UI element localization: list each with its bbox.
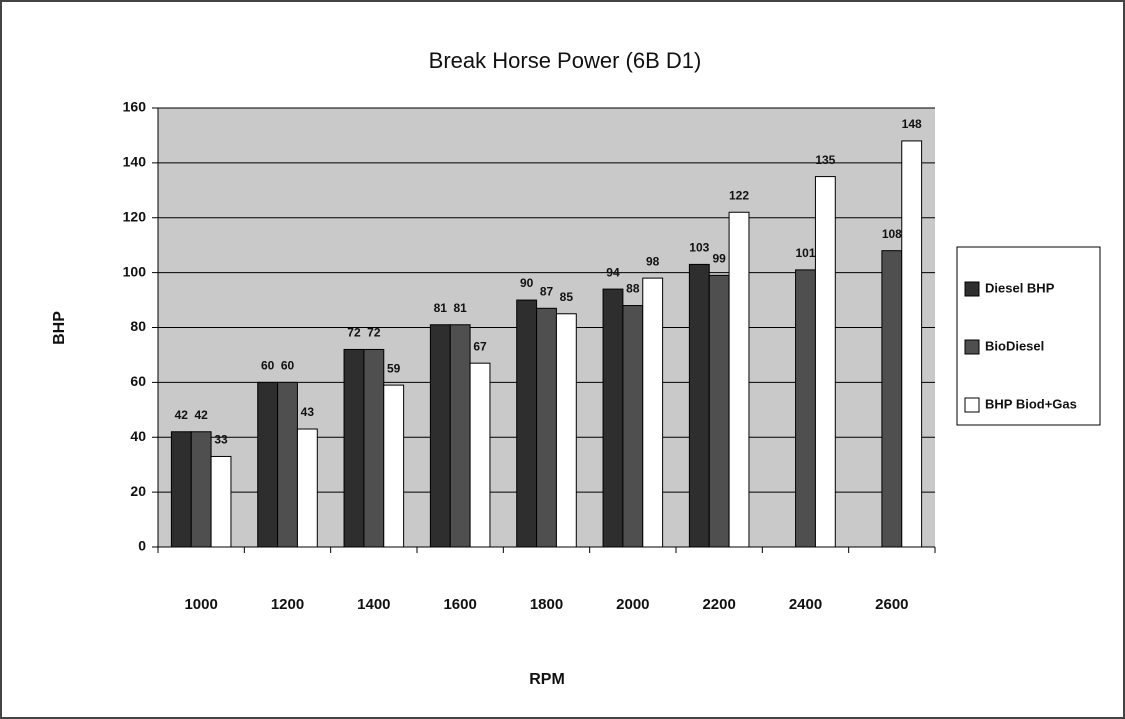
data-label: 94 [606, 265, 620, 279]
data-label: 88 [626, 282, 640, 296]
bar [602, 288, 624, 548]
bar [688, 263, 710, 548]
bar [814, 176, 836, 548]
bar [383, 384, 405, 548]
bar [190, 431, 212, 548]
y-tick-label: 120 [123, 208, 147, 224]
bar [363, 348, 385, 548]
legend-swatch [964, 339, 980, 355]
data-label: 108 [882, 227, 902, 241]
legend-label: BioDiesel [985, 338, 1044, 353]
x-tick-label: 1200 [271, 596, 304, 613]
x-tick-label: 2000 [616, 596, 649, 613]
data-label: 81 [434, 301, 448, 315]
data-label: 42 [175, 408, 189, 422]
bar [708, 274, 730, 548]
bar [343, 348, 365, 548]
data-label: 59 [387, 361, 401, 375]
data-label: 33 [214, 433, 228, 447]
bar [449, 324, 471, 548]
x-tick-label: 1600 [443, 596, 476, 613]
data-label: 81 [453, 301, 467, 315]
data-label: 148 [902, 117, 922, 131]
data-label: 85 [560, 290, 574, 304]
bar [296, 428, 318, 548]
data-label: 90 [520, 276, 534, 290]
data-label: 60 [281, 359, 295, 373]
data-label: 103 [689, 241, 709, 255]
bar [795, 269, 816, 548]
legend-swatch [964, 281, 980, 297]
x-tick-label: 2600 [875, 596, 908, 613]
bar [516, 299, 538, 548]
x-tick-label: 2400 [789, 596, 822, 613]
y-tick-label: 60 [130, 373, 146, 389]
bar [728, 211, 750, 548]
bar [429, 324, 451, 548]
bar [622, 305, 644, 548]
bar [901, 140, 923, 548]
y-tick-label: 140 [123, 154, 147, 170]
data-label: 122 [729, 188, 749, 202]
data-label: 99 [712, 252, 726, 266]
bar [170, 431, 192, 548]
y-tick-label: 100 [123, 263, 147, 279]
bar [257, 381, 279, 548]
legend-swatch [964, 397, 980, 413]
bar [210, 455, 232, 548]
legend [956, 246, 1101, 426]
bar [536, 307, 557, 548]
x-axis-label: RPM [529, 671, 565, 688]
data-label: 67 [473, 339, 487, 353]
y-tick-label: 20 [130, 483, 146, 499]
data-label: 43 [301, 405, 315, 419]
chart-title: Break Horse Power (6B D1) [429, 48, 702, 73]
data-label: 98 [646, 254, 660, 268]
y-tick-label: 160 [123, 99, 147, 115]
data-label: 101 [795, 246, 815, 260]
bar [555, 313, 577, 548]
bar [469, 362, 491, 548]
data-label: 87 [540, 284, 554, 298]
y-tick-label: 80 [130, 318, 146, 334]
x-tick-label: 1000 [184, 596, 217, 613]
bar [881, 250, 903, 548]
x-tick-label: 2200 [702, 596, 735, 613]
data-label: 72 [367, 326, 381, 340]
legend-label: Diesel BHP [985, 280, 1055, 295]
y-tick-label: 0 [138, 538, 146, 554]
data-label: 42 [194, 408, 208, 422]
y-axis-label: BHP [51, 311, 68, 345]
data-label: 60 [261, 359, 275, 373]
data-label: 72 [347, 326, 361, 340]
data-label: 135 [815, 153, 835, 167]
y-tick-label: 40 [130, 428, 146, 444]
x-tick-label: 1400 [357, 596, 390, 613]
bar [642, 277, 664, 548]
bar [277, 381, 298, 548]
x-tick-label: 1800 [530, 596, 563, 613]
legend-label: BHP Biod+Gas [985, 396, 1077, 411]
